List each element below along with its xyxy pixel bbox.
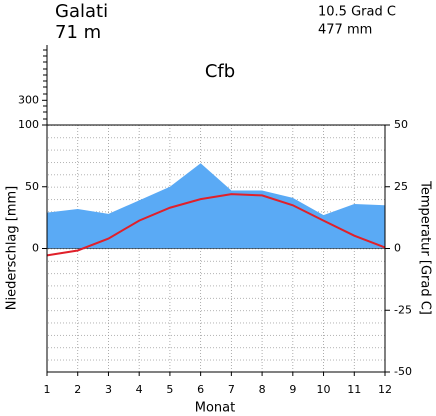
elevation: 71 m — [55, 22, 101, 43]
mean-temperature: 10.5 Grad C — [318, 5, 396, 20]
x-tick-label: 1 — [44, 383, 51, 396]
x-tick-label: 9 — [289, 383, 296, 396]
x-tick-label: 3 — [105, 383, 112, 396]
x-tick-label: 4 — [136, 383, 143, 396]
x-tick-label: 2 — [74, 383, 81, 396]
x-tick-label: 11 — [347, 383, 361, 396]
x-tick-label: 10 — [317, 383, 331, 396]
precipitation-area — [47, 163, 385, 249]
temperature-line — [46, 193, 386, 257]
x-tick-label: 12 — [378, 383, 392, 396]
y2-axis-label: Temperatur [Grad C] — [418, 180, 433, 315]
y-tick-label: 300 — [18, 93, 39, 106]
annual-precipitation: 477 mm — [318, 23, 372, 38]
y2-tick-label: -50 — [394, 365, 412, 378]
x-tick-label: 6 — [197, 383, 204, 396]
x-tick-label: 7 — [228, 383, 235, 396]
climate-class: Cfb — [205, 61, 235, 82]
y-tick-label: 50 — [25, 180, 39, 193]
y2-tick-label: 25 — [394, 180, 408, 193]
y-tick-label: 100 — [18, 118, 39, 131]
y-axis-label: Niederschlag [mm] — [5, 186, 20, 311]
x-axis-label: Monat — [195, 401, 235, 416]
station: Galati — [55, 1, 108, 22]
x-tick-label: 8 — [259, 383, 266, 396]
y2-tick-label: 50 — [394, 118, 408, 131]
upper-minor-ticks — [43, 49, 47, 120]
y-tick-label: 0 — [32, 242, 39, 255]
y2-tick-label: 0 — [394, 242, 401, 255]
x-tick-label: 5 — [166, 383, 173, 396]
y2-tick-label: -25 — [394, 303, 412, 316]
